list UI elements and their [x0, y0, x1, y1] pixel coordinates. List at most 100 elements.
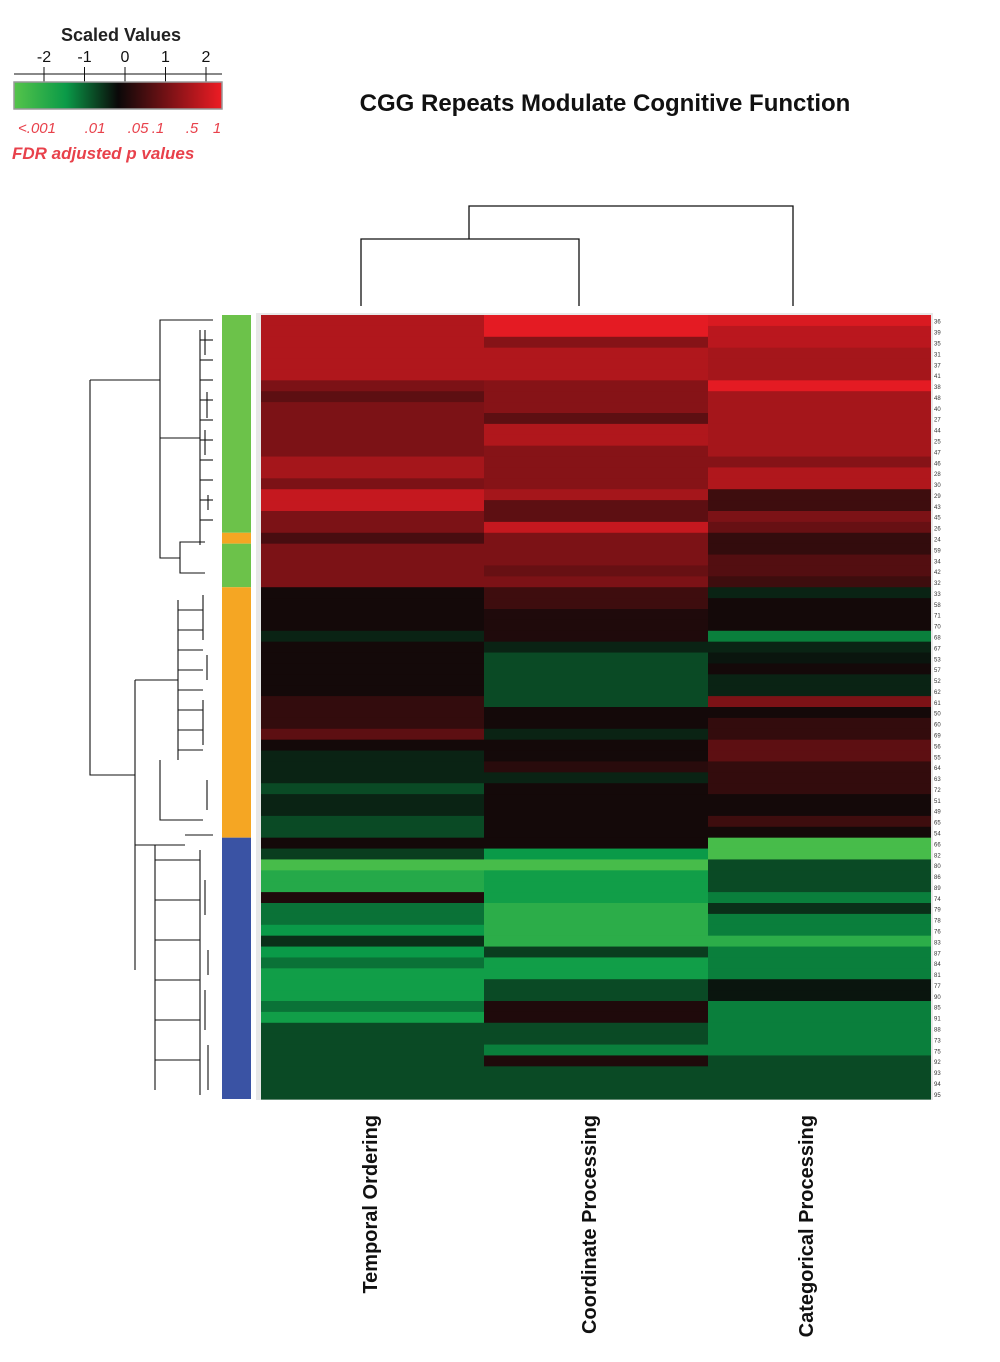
row-label: 46 — [934, 461, 941, 467]
heatmap-cell — [261, 805, 484, 817]
row-group-sidebar — [222, 315, 251, 1099]
heatmap-cell — [484, 619, 708, 632]
heatmap-cell — [708, 369, 931, 381]
heatmap-cell — [708, 935, 931, 948]
heatmap-cell — [484, 543, 708, 556]
heatmap-cell — [261, 402, 484, 414]
row-label: 36 — [934, 320, 941, 326]
heatmap-cell — [484, 423, 708, 436]
row-label: 57 — [934, 668, 941, 674]
row-label: 26 — [934, 527, 941, 533]
row-label: 88 — [934, 1027, 941, 1033]
heatmap-cell — [708, 445, 931, 458]
heatmap-cell — [484, 696, 708, 708]
heatmap-cell — [484, 968, 708, 980]
row-group-orange — [222, 532, 251, 544]
legend-p-value: <.001 — [18, 120, 56, 137]
chart-title: CGG Repeats Modulate Cognitive Function — [360, 90, 851, 117]
legend-title: Scaled Values — [61, 25, 181, 45]
row-label: 65 — [934, 821, 941, 827]
heatmap-cell — [708, 892, 931, 904]
heatmap-cell — [261, 717, 484, 730]
legend-color-bar — [13, 81, 223, 110]
heatmap-cell — [708, 511, 931, 523]
row-label: 55 — [934, 755, 941, 761]
heatmap-cell — [708, 685, 931, 697]
heatmap-cell — [484, 402, 708, 414]
column-label: Temporal Ordering — [360, 1115, 382, 1294]
heatmap-cell — [708, 946, 931, 959]
heatmap-cell — [261, 489, 484, 501]
row-label: 37 — [934, 363, 941, 369]
heatmap-cell — [261, 456, 484, 469]
heatmap-cell — [708, 652, 931, 665]
row-label: 60 — [934, 723, 941, 729]
legend-tick-label: -2 — [37, 49, 51, 66]
row-label: 49 — [934, 810, 941, 816]
heatmap-cell — [708, 434, 931, 447]
heatmap-cell — [261, 587, 484, 599]
heatmap-cells — [261, 315, 931, 1100]
row-label: 72 — [934, 788, 941, 794]
heatmap-cell — [484, 532, 708, 545]
heatmap-cell — [484, 826, 708, 839]
heatmap-cell — [484, 707, 708, 719]
heatmap-cell — [261, 946, 484, 959]
heatmap-cell — [708, 630, 931, 643]
heatmap-cell — [261, 674, 484, 686]
heatmap-cell — [708, 1001, 931, 1013]
row-label: 30 — [934, 483, 941, 489]
heatmap-cell — [484, 772, 708, 784]
row-group-blue — [222, 837, 251, 1099]
row-label: 44 — [934, 429, 941, 435]
heatmap-cell — [484, 467, 708, 479]
heatmap-cell — [484, 903, 708, 915]
column-labels: Temporal Ordering Coordinate Processing Ca… — [360, 1115, 818, 1337]
heatmap-cell — [261, 1077, 484, 1089]
heatmap-cell — [261, 783, 484, 795]
row-label: 31 — [934, 352, 941, 358]
heatmap-cell — [261, 467, 484, 479]
heatmap-cell — [708, 1044, 931, 1057]
heatmap-cell — [484, 881, 708, 893]
heatmap-cell — [484, 859, 708, 871]
heatmap-cell — [484, 892, 708, 904]
row-group-green — [222, 543, 251, 588]
heatmap-cell — [708, 609, 931, 621]
heatmap-cell — [708, 598, 931, 610]
heatmap-cell — [261, 859, 484, 871]
legend-p-value: 1 — [213, 120, 221, 137]
heatmap-cell — [484, 391, 708, 403]
heatmap-cell — [484, 1077, 708, 1089]
heatmap-cell — [708, 456, 931, 469]
heatmap-cell — [484, 554, 708, 567]
legend-tick-label: -1 — [77, 49, 91, 66]
heatmap-cell — [708, 325, 931, 338]
heatmap-cell — [708, 903, 931, 915]
row-label: 52 — [934, 679, 941, 685]
row-label: 34 — [934, 559, 941, 565]
legend-p-value: .01 — [85, 120, 106, 137]
row-label: 66 — [934, 842, 941, 848]
heatmap-cell — [484, 739, 708, 752]
heatmap-cell — [261, 772, 484, 784]
heatmap-cell — [484, 1055, 708, 1067]
heatmap-cell — [708, 521, 931, 534]
row-label: 86 — [934, 875, 941, 881]
heatmap-cell — [261, 380, 484, 392]
heatmap-cell — [708, 859, 931, 871]
row-label: 69 — [934, 733, 941, 739]
heatmap-cell — [261, 325, 484, 338]
heatmap-cell — [708, 761, 931, 773]
heatmap-cell — [708, 1055, 931, 1067]
legend-tick-label: 1 — [161, 49, 170, 66]
heatmap-cell — [261, 347, 484, 360]
row-label: 24 — [934, 537, 941, 543]
heatmap-cell — [484, 761, 708, 773]
heatmap-cell — [261, 1055, 484, 1067]
heatmap-cell — [484, 445, 708, 458]
row-label: 90 — [934, 995, 941, 1001]
heatmap-cell — [484, 728, 708, 741]
heatmap-cell — [484, 380, 708, 392]
heatmap-cell — [261, 315, 484, 327]
